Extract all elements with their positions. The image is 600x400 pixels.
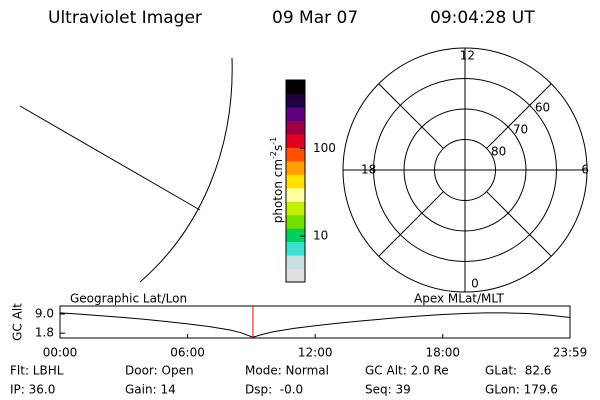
- info-field: Seq: 39: [365, 383, 411, 397]
- polar-spoke: [378, 191, 444, 257]
- unit: photon cm: [271, 159, 285, 223]
- alt-line: [59, 312, 570, 338]
- colorbar-cell: [286, 133, 305, 148]
- lat-label: 70: [513, 123, 528, 137]
- colorbar-cell: [286, 268, 305, 283]
- unit-exp: -1: [269, 137, 278, 145]
- lat-label: 80: [491, 145, 506, 159]
- colorbar-tick-label: 100: [313, 141, 336, 155]
- y-label: GC Alt: [11, 303, 25, 341]
- colorbar-cell: [286, 106, 305, 121]
- x-tick-label: 18:00: [425, 346, 460, 360]
- unit: s: [271, 145, 285, 151]
- x-tick-label: 06:00: [170, 346, 205, 360]
- alt-frame: [59, 305, 571, 339]
- mlt-label: 0: [471, 277, 479, 291]
- date: 09 Mar 07: [272, 8, 358, 28]
- colorbar-cell: [286, 80, 305, 94]
- colorbar-frame: [285, 79, 306, 283]
- colorbar-tick-label: 10: [313, 229, 328, 243]
- info-field: Gain: 14: [125, 383, 176, 397]
- polar-spoke: [486, 191, 552, 257]
- colorbar-cell: [286, 241, 305, 256]
- colorbar-label: photon cm-2s-1: [269, 137, 285, 224]
- mlt-label: 12: [460, 49, 475, 63]
- colorbar-cell: [286, 187, 305, 202]
- geo-line: [19, 105, 201, 211]
- colorbar-cell: [286, 228, 305, 243]
- polar-spoke: [378, 83, 444, 149]
- colorbar-cell: [286, 160, 305, 175]
- lat-label: 60: [535, 101, 550, 115]
- mlt-label: 18: [361, 163, 376, 177]
- title: Ultraviolet Imager: [48, 8, 202, 28]
- map-label-right: Apex MLat/MLT: [414, 292, 504, 306]
- colorbar-cell: [286, 201, 305, 216]
- time: 09:04:28 UT: [430, 8, 535, 28]
- unit-exp: -2: [269, 151, 278, 159]
- info-field: Mode: Normal: [245, 364, 329, 378]
- info-field: Door: Open: [125, 364, 194, 378]
- x-tick-label: 12:00: [298, 346, 333, 360]
- x-tick-label: 23:59: [553, 346, 588, 360]
- colorbar-cell: [286, 174, 305, 189]
- y-tick-label: 9.0: [35, 307, 54, 321]
- map-label-left: Geographic Lat/Lon: [70, 292, 187, 306]
- polar-spoke: [486, 83, 552, 149]
- colorbar-cell: [286, 214, 305, 229]
- colorbar-cell: [286, 120, 305, 135]
- colorbar-cell: [286, 147, 305, 162]
- info-field: GLat: 82.6: [485, 364, 551, 378]
- x-tick-label: 00:00: [43, 346, 78, 360]
- info-field: GC Alt: 2.0 Re: [365, 364, 449, 378]
- colorbar-cell: [286, 93, 305, 108]
- info-field: Flt: LBHL: [10, 364, 64, 378]
- y-tick-label: 1.8: [35, 326, 54, 340]
- info-field: IP: 36.0: [10, 383, 55, 397]
- mlt-label: 6: [581, 163, 589, 177]
- info-field: Dsp: -0.0: [245, 383, 303, 397]
- colorbar-cell: [286, 255, 305, 270]
- info-field: GLon: 179.6: [485, 383, 558, 397]
- geo-arc: [139, 57, 233, 283]
